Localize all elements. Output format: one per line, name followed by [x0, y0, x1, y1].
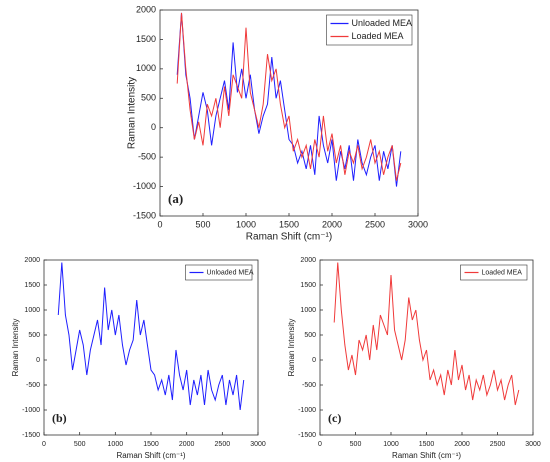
x-tick-label: 500	[195, 219, 210, 229]
legend-box	[460, 264, 528, 281]
x-tick-label: 1500	[143, 441, 159, 448]
data-line	[176, 12, 402, 187]
y-tick-label: -1500	[298, 432, 316, 439]
legend-label: Unloaded MEA	[352, 18, 413, 28]
y-axis-label: Raman Intensity	[11, 319, 20, 377]
y-tick-label: 2000	[24, 257, 40, 264]
y-tick-label: 500	[304, 332, 316, 339]
x-tick-label: 1000	[236, 219, 256, 229]
x-axis-label: Raman Shift (cm⁻¹)	[246, 232, 332, 243]
y-tick-label: 1500	[300, 282, 316, 289]
y-tick-label: 500	[28, 332, 40, 339]
x-tick-label: 2500	[215, 441, 231, 448]
x-tick-label: 1000	[108, 441, 124, 448]
y-tick-label: -1500	[133, 210, 156, 220]
legend-label: Loaded MEA	[352, 31, 404, 41]
x-tick-label: 1500	[279, 219, 299, 229]
x-tick-label: 2500	[490, 441, 506, 448]
x-tick-label: 0	[42, 441, 46, 448]
x-axis-label: Raman Shift (cm⁻¹)	[116, 451, 185, 460]
x-axis-label: Raman Shift (cm⁻¹)	[392, 451, 461, 460]
x-tick-label: 2500	[365, 219, 385, 229]
x-tick-label: 3000	[408, 219, 428, 229]
x-tick-label: 2000	[454, 441, 470, 448]
x-tick-label: 0	[157, 219, 162, 229]
x-tick-label: 0	[318, 441, 322, 448]
y-tick-label: 1500	[136, 34, 156, 44]
data-line	[57, 262, 245, 411]
legend-label: Loaded MEA	[482, 269, 523, 276]
y-axis-label: Raman Intensity	[287, 319, 296, 377]
data-line	[176, 12, 402, 181]
y-tick-label: -1000	[298, 407, 316, 414]
y-tick-label: 2000	[136, 4, 156, 14]
data-line	[333, 262, 520, 406]
x-tick-label: 2000	[322, 219, 342, 229]
y-tick-label: 1000	[24, 307, 40, 314]
y-tick-label: 1000	[300, 307, 316, 314]
y-tick-label: 1500	[24, 282, 40, 289]
x-tick-label: 3000	[250, 441, 266, 448]
x-tick-label: 1000	[383, 441, 399, 448]
y-tick-label: 2000	[300, 257, 316, 264]
plot-area	[43, 259, 259, 436]
y-tick-label: -1500	[22, 432, 40, 439]
plot-area	[319, 259, 534, 436]
y-tick-label: -1000	[133, 181, 156, 191]
x-tick-label: 3000	[525, 441, 541, 448]
x-tick-label: 500	[74, 441, 86, 448]
y-tick-label: 1000	[136, 63, 156, 73]
legend-box	[326, 14, 413, 46]
panel-label: (c)	[328, 411, 341, 425]
y-tick-label: -500	[26, 382, 40, 389]
x-tick-label: 500	[350, 441, 362, 448]
y-tick-label: 0	[151, 122, 156, 132]
y-tick-label: -1000	[22, 407, 40, 414]
x-tick-label: 2000	[179, 441, 195, 448]
legend-label: Unloaded MEA	[207, 269, 254, 276]
legend-box	[185, 264, 253, 281]
panel-label: (b)	[52, 411, 67, 425]
y-tick-label: 0	[312, 357, 316, 364]
x-tick-label: 1500	[419, 441, 435, 448]
y-tick-label: 500	[141, 93, 156, 103]
y-tick-label: -500	[302, 382, 316, 389]
y-tick-label: -500	[138, 152, 156, 162]
panel-label: (a)	[168, 191, 183, 206]
y-tick-label: 0	[36, 357, 40, 364]
y-axis-label: Raman Intensity	[127, 77, 138, 149]
